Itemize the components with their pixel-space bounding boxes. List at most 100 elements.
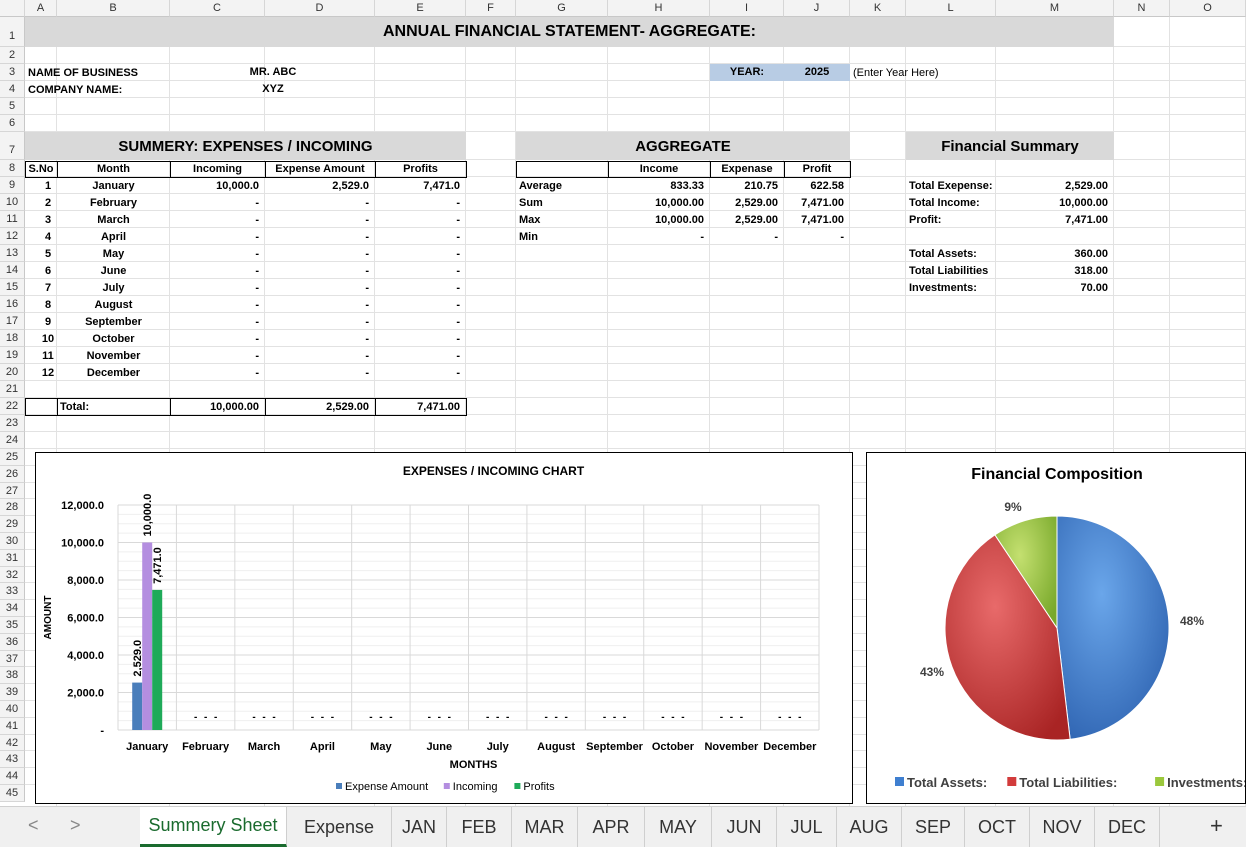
summary-cell[interactable]: - (365, 248, 369, 260)
summary-cell[interactable]: - (255, 197, 259, 209)
row-header-3[interactable]: 3 (0, 64, 25, 81)
column-header-F[interactable]: F (466, 0, 516, 17)
aggregate-cell[interactable]: 210.75 (744, 180, 778, 192)
column-header-K[interactable]: K (850, 0, 906, 17)
row-header-41[interactable]: 41 (0, 717, 25, 735)
row-header-8[interactable]: 8 (0, 160, 25, 177)
row-header-39[interactable]: 39 (0, 684, 25, 701)
summary-cell[interactable]: - (365, 299, 369, 311)
summary-cell[interactable]: - (365, 197, 369, 209)
sheet-tab-dec[interactable]: DEC (1095, 807, 1160, 847)
summary-cell[interactable]: - (255, 214, 259, 226)
summary-cell[interactable]: - (456, 214, 460, 226)
row-header-34[interactable]: 34 (0, 600, 25, 617)
financial-summary-value[interactable]: 70.00 (1080, 282, 1108, 294)
row-header-40[interactable]: 40 (0, 701, 25, 718)
row-header-10[interactable]: 10 (0, 194, 25, 211)
aggregate-cell[interactable]: - (774, 231, 778, 243)
row-header-16[interactable]: 16 (0, 296, 25, 313)
summary-cell[interactable]: March (97, 214, 130, 226)
summary-cell[interactable]: 2 (44, 197, 52, 209)
sheet-tab-mar[interactable]: MAR (512, 807, 578, 847)
row-header-22[interactable]: 22 (0, 398, 25, 415)
row-header-13[interactable]: 13 (0, 245, 25, 262)
summary-cell[interactable]: July (102, 282, 125, 294)
summary-cell[interactable]: February (89, 197, 138, 209)
row-header-37[interactable]: 37 (0, 650, 25, 668)
summary-cell[interactable]: 1 (44, 180, 52, 192)
financial-summary-value[interactable]: 360.00 (1074, 248, 1108, 260)
summary-cell[interactable]: - (255, 367, 259, 379)
add-sheet-button[interactable]: + (1210, 813, 1223, 838)
row-header-4[interactable]: 4 (0, 81, 25, 98)
summary-cell[interactable]: November (86, 350, 141, 362)
pie-chart[interactable]: Financial Composition 48% 43% 9% Total Asset… (866, 452, 1246, 804)
column-header-I[interactable]: I (710, 0, 784, 17)
sheet-tab-apr[interactable]: APR (578, 807, 645, 847)
bar-chart[interactable]: EXPENSES / INCOMING CHART - 2,000.0 4,000.0… (35, 452, 853, 804)
aggregate-cell[interactable]: Max (519, 214, 541, 226)
row-header-15[interactable]: 15 (0, 279, 25, 296)
column-header-J[interactable]: J (784, 0, 850, 17)
financial-summary-value[interactable]: 2,529.00 (1065, 180, 1108, 192)
tab-scroll-prev[interactable]: < (28, 815, 39, 835)
row-header-23[interactable]: 23 (0, 415, 25, 432)
summary-cell[interactable]: 7 (44, 282, 52, 294)
column-header-O[interactable]: O (1170, 0, 1246, 17)
row-header-35[interactable]: 35 (0, 617, 25, 634)
summary-cell[interactable]: - (456, 231, 460, 243)
row-header-17[interactable]: 17 (0, 313, 25, 330)
company-name-value[interactable]: XYZ (262, 83, 284, 95)
summary-cell[interactable]: - (255, 299, 259, 311)
summary-cell[interactable]: - (255, 265, 259, 277)
aggregate-cell[interactable]: 10,000.00 (655, 197, 704, 209)
row-header-7[interactable]: 7 (0, 132, 25, 160)
row-header-29[interactable]: 29 (0, 516, 25, 533)
column-header-M[interactable]: M (996, 0, 1114, 17)
summary-cell[interactable]: 5 (44, 248, 52, 260)
row-header-43[interactable]: 43 (0, 751, 25, 769)
summary-cell[interactable]: April (100, 231, 127, 243)
row-header-18[interactable]: 18 (0, 330, 25, 347)
row-header-5[interactable]: 5 (0, 98, 25, 115)
year-input[interactable]: 2025 (804, 66, 830, 78)
summary-cell[interactable]: - (255, 282, 259, 294)
column-header-C[interactable]: C (170, 0, 265, 17)
summary-cell[interactable]: - (456, 299, 460, 311)
row-header-1[interactable]: 1 (0, 17, 25, 47)
row-header-44[interactable]: 44 (0, 768, 25, 785)
column-header-B[interactable]: B (57, 0, 170, 17)
sheet-tab-may[interactable]: MAY (645, 807, 712, 847)
financial-summary-value[interactable]: 318.00 (1074, 265, 1108, 277)
summary-cell[interactable]: - (365, 316, 369, 328)
row-header-31[interactable]: 31 (0, 549, 25, 567)
column-header-D[interactable]: D (265, 0, 375, 17)
financial-summary-value[interactable]: 7,471.00 (1065, 214, 1108, 226)
summary-cell[interactable]: 4 (44, 231, 52, 243)
business-name-value[interactable]: MR. ABC (249, 66, 297, 78)
row-header-42[interactable]: 42 (0, 734, 25, 752)
summary-cell[interactable]: 10 (41, 333, 55, 345)
summary-cell[interactable]: - (365, 265, 369, 277)
summary-cell[interactable]: - (255, 248, 259, 260)
row-header-33[interactable]: 33 (0, 583, 25, 601)
row-header-27[interactable]: 27 (0, 482, 25, 500)
row-header-28[interactable]: 28 (0, 499, 25, 517)
row-header-26[interactable]: 26 (0, 465, 25, 483)
row-header-36[interactable]: 36 (0, 633, 25, 651)
tab-scroll-next[interactable]: > (70, 815, 81, 835)
sheet-tab-summery-sheet[interactable]: Summery Sheet (140, 807, 287, 847)
aggregate-cell[interactable]: Min (519, 231, 538, 243)
summary-cell[interactable]: - (456, 265, 460, 277)
aggregate-cell[interactable]: Average (519, 180, 563, 192)
summary-cell[interactable]: May (102, 248, 125, 260)
sheet-tab-aug[interactable]: AUG (837, 807, 902, 847)
summary-cell[interactable]: - (456, 367, 460, 379)
corner-select-all[interactable] (0, 0, 25, 17)
column-header-N[interactable]: N (1114, 0, 1170, 17)
sheet-tab-jul[interactable]: JUL (777, 807, 837, 847)
sheet-tab-oct[interactable]: OCT (965, 807, 1030, 847)
row-header-20[interactable]: 20 (0, 364, 25, 381)
column-header-G[interactable]: G (516, 0, 608, 17)
row-header-14[interactable]: 14 (0, 262, 25, 279)
